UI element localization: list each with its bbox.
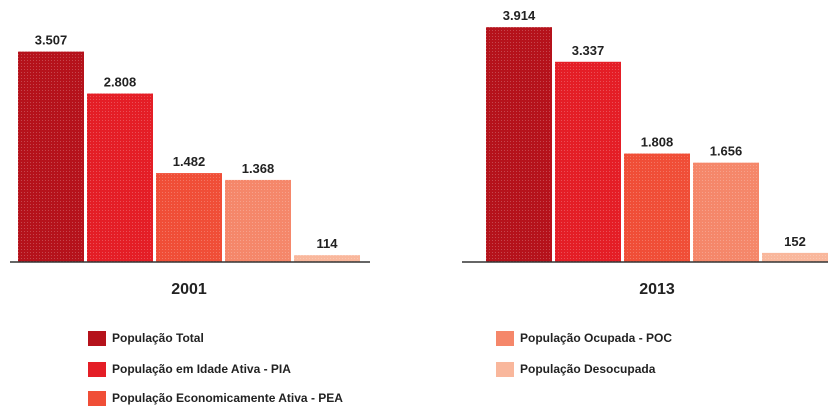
data-label: 3.507	[35, 33, 68, 48]
data-label: 1.368	[242, 161, 275, 176]
data-label: 1.656	[710, 144, 743, 159]
legend-label: População Desocupada	[520, 362, 656, 376]
data-label: 2.808	[104, 75, 137, 90]
legend-label: População Economicamente Ativa - PEA	[112, 391, 343, 405]
chart-panel-2013: 3.914 3.337 1.808 1.656 152 2013	[462, 8, 828, 298]
bar-texture	[225, 179, 291, 262]
data-label: 114	[317, 236, 339, 251]
legend-swatch	[88, 330, 106, 346]
bar-texture	[294, 255, 360, 262]
legend-swatch	[88, 390, 106, 406]
legend-label: População Total	[112, 331, 204, 345]
legend-label: População em Idade Ativa - PIA	[112, 362, 291, 376]
bar-texture	[18, 51, 84, 262]
legend-label: População Ocupada - POC	[520, 331, 673, 345]
x-axis-label: 2013	[639, 281, 675, 298]
legend-item: População Ocupada - POC	[496, 328, 672, 348]
bar-texture	[693, 162, 759, 262]
bar-texture	[762, 252, 828, 262]
data-label: 152	[784, 234, 806, 249]
data-label: 3.337	[572, 43, 605, 58]
legend-swatch	[496, 361, 514, 377]
x-axis-label: 2001	[171, 281, 207, 298]
data-label: 1.482	[173, 154, 206, 169]
data-label: 3.914	[503, 8, 536, 23]
bar-texture	[87, 93, 153, 263]
bar-texture	[486, 27, 552, 262]
legend-item: População Economicamente Ativa - PEA	[88, 388, 343, 408]
chart-panel-2001: 3.507 2.808 1.482 1.368 114 2001	[10, 33, 370, 298]
legend-swatch	[88, 361, 106, 377]
bar-texture	[624, 153, 690, 262]
legend-swatch	[496, 330, 514, 346]
legend-item: População Total	[88, 328, 204, 348]
data-label: 1.808	[641, 135, 674, 150]
bar-texture	[156, 173, 222, 262]
legend-item: População Desocupada	[496, 359, 655, 379]
bar-texture	[555, 61, 621, 262]
legend-item: População em Idade Ativa - PIA	[88, 359, 291, 379]
